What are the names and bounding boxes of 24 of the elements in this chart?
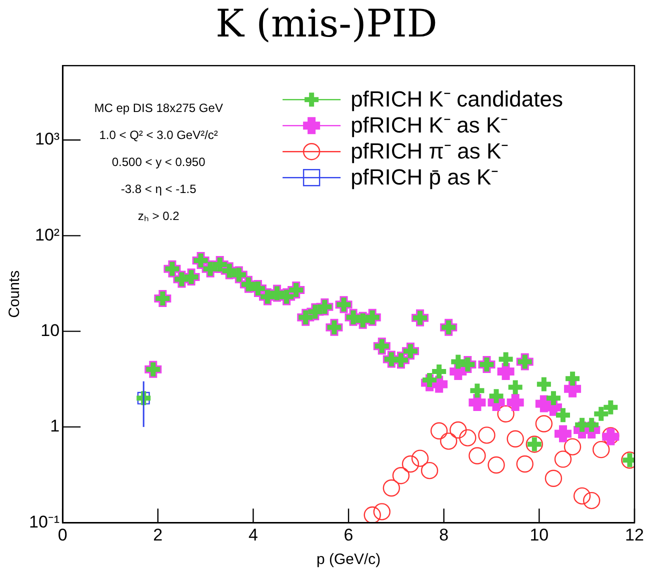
annotation: zₕ > 0.2 — [138, 208, 180, 223]
annotation: 0.500 < y < 0.950 — [112, 154, 206, 169]
y-tick-label: 10² — [34, 225, 60, 244]
x-tick-label: 12 — [625, 525, 644, 544]
annotation: -3.8 < η < -1.5 — [120, 182, 197, 196]
x-tick-label: 0 — [58, 525, 68, 544]
y-tick-label: 10 — [40, 321, 60, 340]
y-tick-label: 10⁻¹ — [28, 512, 60, 532]
legend-label: pfRICH π⁻ as K⁻ — [350, 138, 508, 164]
annotation: 1.0 < Q² < 3.0 GeV²/c² — [99, 128, 218, 142]
legend-label: pfRICH K⁻ as K⁻ — [350, 112, 508, 138]
y-tick-label: 1 — [50, 416, 60, 436]
x-tick-label: 6 — [344, 525, 354, 544]
legend-label: pfRICH p̄ as K⁻ — [350, 164, 498, 190]
legend-label: pfRICH K⁻ candidates — [350, 86, 564, 112]
x-tick-label: 8 — [439, 525, 449, 544]
x-axis-title: p (GeV/c) — [316, 551, 381, 568]
annotation: MC ep DIS 18x275 GeV — [94, 100, 223, 115]
x-tick-label: 10 — [530, 525, 549, 544]
y-axis-title: Counts — [6, 270, 24, 318]
x-tick-label: 4 — [248, 525, 258, 544]
chart-title: K (mis-)PID — [216, 2, 438, 46]
x-tick-label: 2 — [153, 525, 163, 544]
y-tick-label: 10³ — [34, 130, 60, 149]
